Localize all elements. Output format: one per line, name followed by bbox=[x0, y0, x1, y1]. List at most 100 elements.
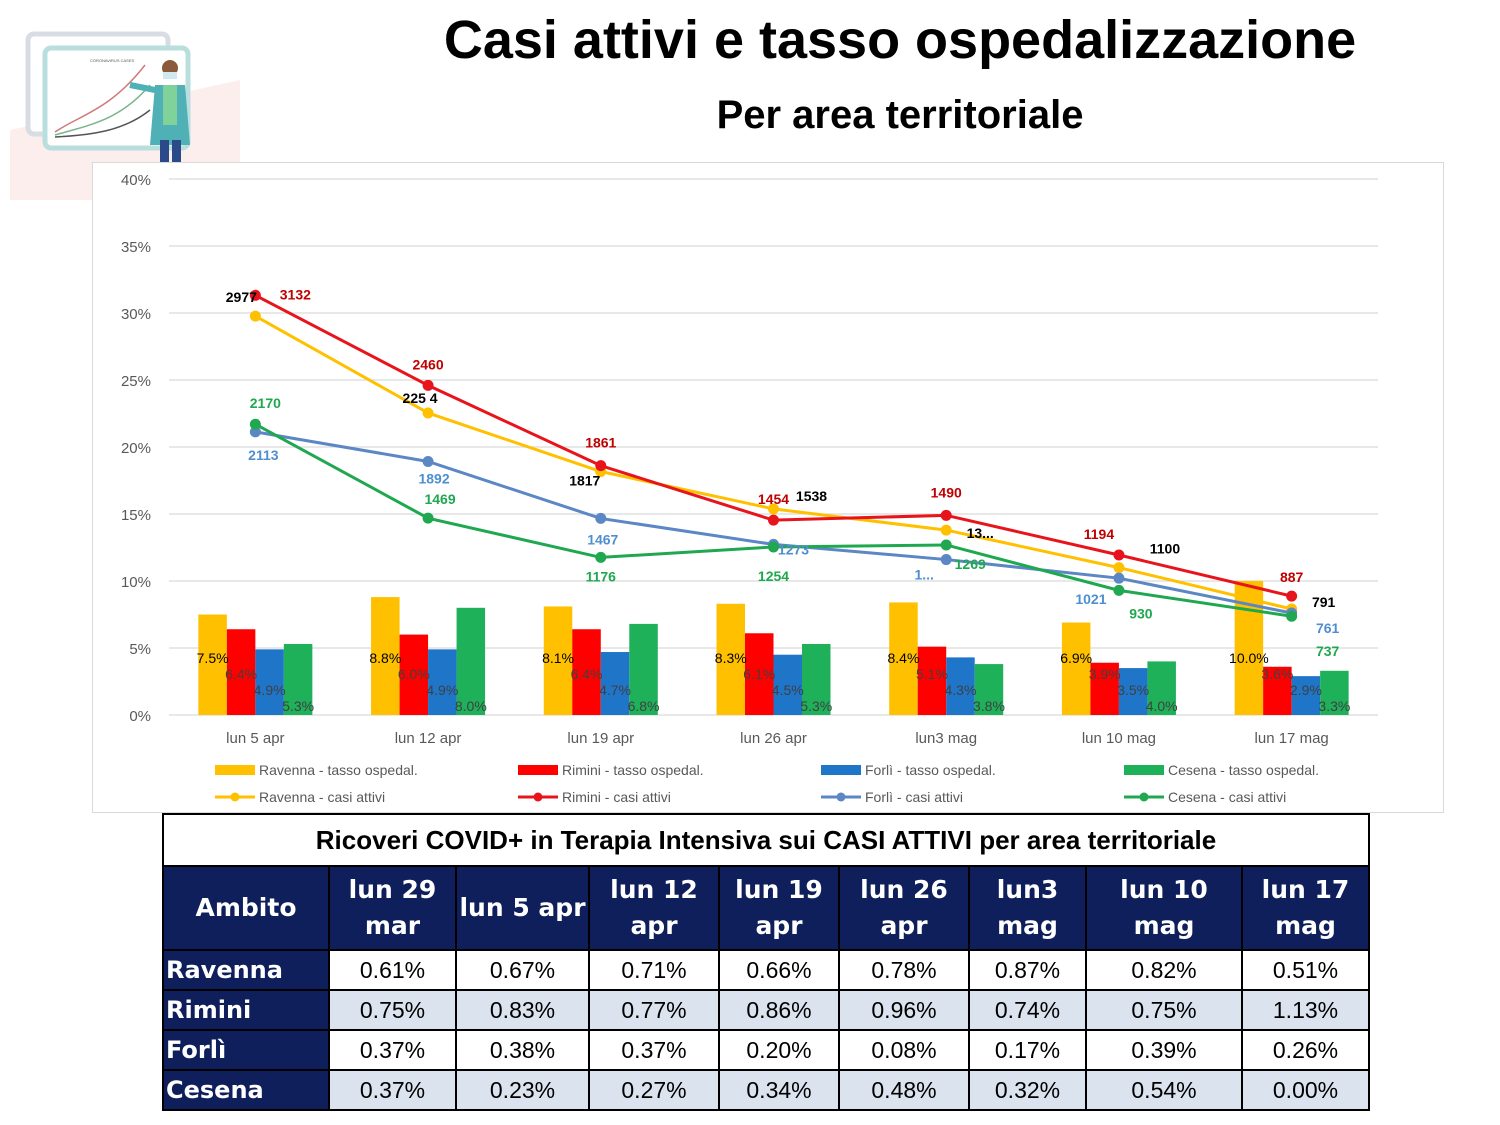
table-cell: 0.37% bbox=[588, 1029, 720, 1071]
table-cell: 0.37% bbox=[328, 1069, 457, 1111]
line-point bbox=[940, 509, 952, 521]
icu-table: Ricoveri COVID+ in Terapia Intensiva sui… bbox=[162, 813, 1370, 1111]
bar-cesena bbox=[1147, 661, 1176, 715]
line-point bbox=[940, 554, 952, 566]
line-point bbox=[1113, 572, 1125, 584]
legend-label: Cesena - tasso ospedal. bbox=[1168, 762, 1319, 778]
legend-label: Ravenna - tasso ospedal. bbox=[259, 762, 418, 778]
line-data-label: 2170 bbox=[250, 395, 281, 411]
bar-ravenna bbox=[371, 597, 400, 715]
bar-data-label: 5.3% bbox=[282, 698, 314, 714]
line-point bbox=[940, 539, 952, 551]
bar-data-label: 3.6% bbox=[1261, 666, 1293, 682]
legend-label: Rimini - tasso ospedal. bbox=[562, 762, 704, 778]
legend-marker bbox=[836, 792, 846, 802]
bar-data-label: 6.1% bbox=[743, 666, 775, 682]
line-data-label: 930 bbox=[1129, 605, 1153, 621]
board-text: CORONAVIRUS CASES bbox=[90, 58, 134, 63]
bar-ravenna bbox=[198, 614, 227, 715]
bar-data-label: 6.4% bbox=[571, 666, 603, 682]
table-cell: 0.00% bbox=[1241, 1069, 1370, 1111]
bar-ravenna bbox=[543, 606, 573, 715]
chart-container: 0% 5% 10% 15% 20% 25% 30% 35% 40% lun 5 apr lun 12… bbox=[92, 162, 1444, 813]
bar-data-label: 4.5% bbox=[772, 682, 804, 698]
bar-data-label: 3.3% bbox=[1318, 698, 1350, 714]
line-point bbox=[1113, 549, 1125, 561]
y-tick-label: 20% bbox=[121, 440, 151, 457]
bar-forlì bbox=[1291, 676, 1321, 715]
bar-rimini bbox=[1090, 662, 1119, 715]
bar-data-label: 5.1% bbox=[916, 666, 948, 682]
bar-rimini bbox=[572, 629, 601, 715]
bar-forlì bbox=[773, 654, 802, 715]
bar-data-label: 4.7% bbox=[599, 682, 631, 698]
line-data-label: 1817 bbox=[569, 473, 600, 489]
table-row: Rimini 0.75% 0.83% 0.77% 0.86% 0.96% 0.74% 0.75… bbox=[162, 989, 1370, 1031]
table-cell: 0.48% bbox=[838, 1069, 970, 1111]
bar-rimini bbox=[917, 646, 947, 715]
bar-data-label: 4.9% bbox=[254, 682, 286, 698]
legend-swatch-bar bbox=[821, 765, 861, 775]
bar-ravenna bbox=[716, 603, 745, 715]
y-tick-label: 15% bbox=[121, 507, 151, 524]
table-cell: 0.96% bbox=[838, 989, 970, 1031]
line-data-label: 2113 bbox=[248, 447, 279, 463]
line-data-label: 2977 bbox=[226, 289, 257, 305]
line-point bbox=[249, 310, 261, 322]
table-cell: 0.23% bbox=[455, 1069, 590, 1111]
line-data-label: 3132 bbox=[280, 286, 311, 302]
table-cell: 0.54% bbox=[1085, 1069, 1243, 1111]
table-cell: 0.17% bbox=[968, 1029, 1087, 1071]
x-tick-label: lun3 mag bbox=[915, 730, 977, 747]
line-point bbox=[595, 551, 607, 563]
legend-swatch-bar bbox=[215, 765, 255, 775]
bar-data-label: 8.8% bbox=[369, 650, 401, 666]
line-point bbox=[595, 512, 607, 524]
line-point bbox=[1113, 584, 1125, 596]
bar-data-label: 5.3% bbox=[800, 698, 832, 714]
line-data-label: 1254 bbox=[758, 568, 789, 584]
line-point bbox=[768, 514, 779, 526]
line-point bbox=[768, 541, 779, 553]
table-cell: 0.74% bbox=[968, 989, 1087, 1031]
line-point bbox=[595, 460, 607, 472]
y-tick-label: 0% bbox=[129, 708, 151, 725]
bar-data-label: 6.9% bbox=[1060, 650, 1092, 666]
table-cell: 0.67% bbox=[455, 949, 590, 991]
line-point bbox=[1286, 610, 1298, 622]
table-cell: 0.34% bbox=[718, 1069, 840, 1111]
bar-data-label: 4.0% bbox=[1146, 698, 1178, 714]
x-tick-label: lun 10 mag bbox=[1082, 730, 1156, 747]
line-data-label: 761 bbox=[1316, 620, 1340, 636]
table-cell: 0.08% bbox=[838, 1029, 970, 1071]
col-header: lun 19 apr bbox=[718, 865, 840, 951]
table-cell: 0.78% bbox=[838, 949, 970, 991]
x-tick-label: lun 19 apr bbox=[567, 730, 634, 747]
table-cell: 0.77% bbox=[588, 989, 720, 1031]
line-point bbox=[249, 426, 261, 438]
line-point bbox=[422, 379, 434, 391]
col-header: Ambito bbox=[162, 865, 330, 951]
table-cell: 0.51% bbox=[1241, 949, 1370, 991]
line-data-label: 1194 bbox=[1084, 526, 1115, 542]
table-cell: 0.27% bbox=[588, 1069, 720, 1111]
y-tick-label: 35% bbox=[121, 239, 151, 256]
bar-data-label: 6.4% bbox=[225, 666, 257, 682]
bar-data-label: 8.4% bbox=[888, 650, 920, 666]
row-header: Rimini bbox=[162, 989, 330, 1031]
bar-cesena bbox=[629, 623, 658, 715]
x-tick-label: lun 26 apr bbox=[740, 730, 807, 747]
bar-data-label: 2.9% bbox=[1290, 682, 1322, 698]
line-data-label: 1100 bbox=[1150, 541, 1181, 557]
table-cell: 0.82% bbox=[1085, 949, 1243, 991]
table-row: Forlì 0.37% 0.38% 0.37% 0.20% 0.08% 0.17% 0.39%… bbox=[162, 1029, 1370, 1071]
row-header: Ravenna bbox=[162, 949, 330, 991]
line-data-label: 1469 bbox=[424, 491, 455, 507]
col-header: lun 12 apr bbox=[588, 865, 720, 951]
table-cell: 0.75% bbox=[1085, 989, 1243, 1031]
page-subtitle: Per area territoriale bbox=[716, 93, 1084, 137]
table-cell: 0.20% bbox=[718, 1029, 840, 1071]
line-data-label: 1490 bbox=[931, 484, 962, 500]
line-ravenna bbox=[254, 314, 1292, 611]
table-cell: 0.26% bbox=[1241, 1029, 1370, 1071]
